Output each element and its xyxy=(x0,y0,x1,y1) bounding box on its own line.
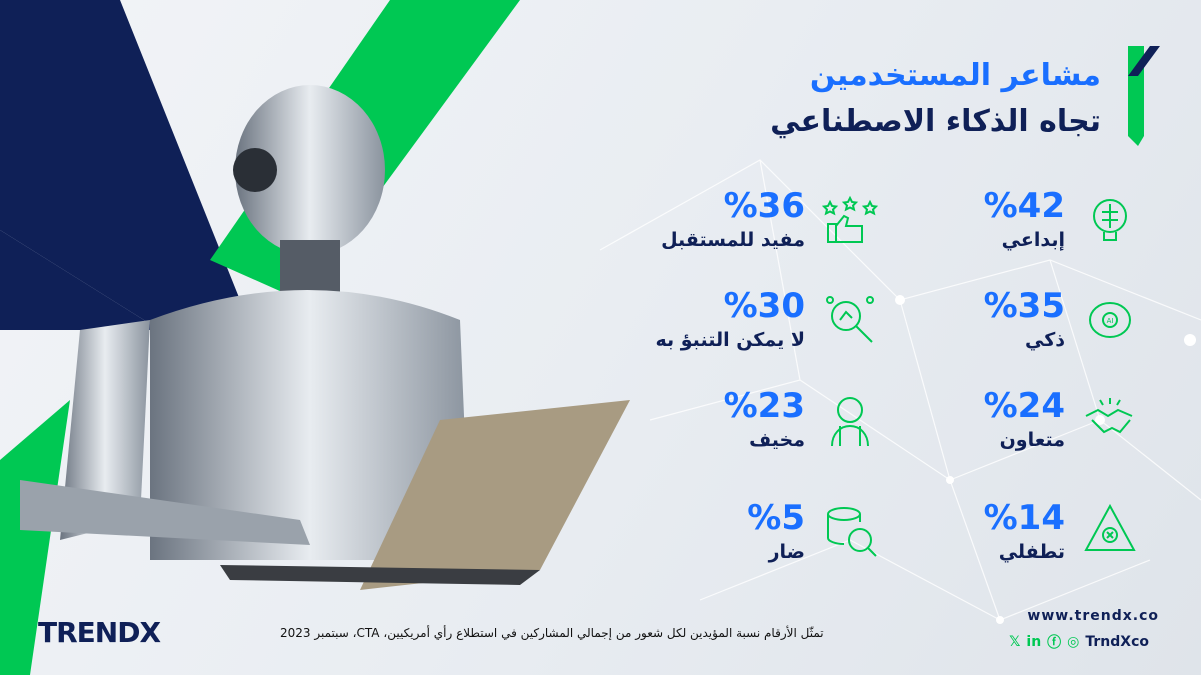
website-link[interactable]: www.trendx.co xyxy=(1027,608,1159,624)
stat-label: لا يمكن التنبؤ به xyxy=(655,329,806,351)
trendx-logo: TRENDX xyxy=(38,616,161,649)
instagram-icon[interactable]: ◎ xyxy=(1067,634,1080,650)
stat-percent: %5 xyxy=(747,498,805,538)
stat-percent: %14 xyxy=(983,498,1065,538)
stat-harmful: %5 ضار xyxy=(747,498,805,566)
stat-percent: %24 xyxy=(983,386,1065,426)
magnifier-network-icon xyxy=(826,296,874,343)
stat-scary: %23 مخيف xyxy=(724,386,805,454)
social-links: 𝕏 in ⓕ ◎ TrndXco xyxy=(1009,632,1149,652)
social-handle[interactable]: TrndXco xyxy=(1085,634,1149,650)
brand-mark-icon xyxy=(1128,46,1160,146)
stat-intrusive: %14 تطفلي xyxy=(984,498,1065,566)
handshake-icon xyxy=(1085,398,1133,434)
scared-person-icon xyxy=(831,397,869,447)
stat-useful: %36 مفيد للمستقبل xyxy=(661,186,805,254)
logo-text: TRENDX xyxy=(38,616,161,649)
lightbulb-brain-icon xyxy=(1093,199,1127,241)
stat-smart: %35 ذكي xyxy=(984,286,1065,354)
facebook-icon[interactable]: ⓕ xyxy=(1047,635,1062,651)
stat-cooperative: %24 متعاون xyxy=(984,386,1065,454)
stat-label: إبداعي xyxy=(1001,229,1065,251)
title-line-1: مشاعر المستخدمين xyxy=(809,58,1101,93)
warning-triangle-icon xyxy=(1084,503,1136,551)
stat-creative: %42 إبداعي xyxy=(984,186,1065,254)
ai-brain-icon: AI xyxy=(1089,302,1131,338)
stat-percent: %23 xyxy=(723,386,805,426)
stat-label: مفيد للمستقبل xyxy=(661,229,805,251)
stat-label: ذكي xyxy=(1024,329,1065,351)
stat-unpredictable: %30 لا يمكن التنبؤ به xyxy=(656,286,806,354)
stat-label: تطفلي xyxy=(998,541,1065,563)
stat-label: ضار xyxy=(768,541,805,563)
coins-search-icon xyxy=(827,507,877,557)
stat-percent: %36 xyxy=(723,186,805,226)
stat-label: مخيف xyxy=(749,429,805,451)
stat-percent: %42 xyxy=(983,186,1065,226)
svg-text:AI: AI xyxy=(1107,317,1114,325)
stat-percent: %30 xyxy=(723,286,805,326)
title-line-2: تجاه الذكاء الاصطناعي xyxy=(770,104,1101,139)
linkedin-icon[interactable]: in xyxy=(1026,634,1042,650)
stat-percent: %35 xyxy=(983,286,1065,326)
stat-label: متعاون xyxy=(999,429,1065,451)
x-icon[interactable]: 𝕏 xyxy=(1009,634,1021,650)
thumbs-up-stars-icon xyxy=(822,195,878,243)
source-note: تمثّل الأرقام نسبة المؤيدين لكل شعور من … xyxy=(280,626,824,640)
